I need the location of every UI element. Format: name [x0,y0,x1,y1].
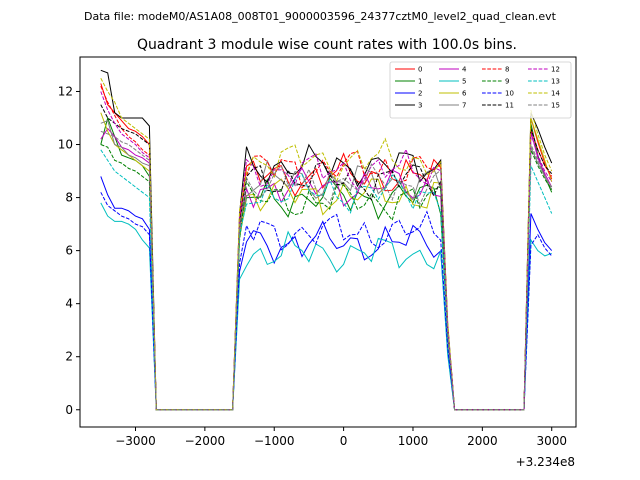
legend-label-14: 14 [551,90,560,98]
x-tick-label: 1000 [398,434,429,448]
series-line-15 [100,130,553,411]
series-line-3 [100,69,553,411]
series-line-8 [100,86,553,411]
legend-label-12: 12 [551,66,560,74]
series-line-6 [100,112,553,411]
legend-label-3: 3 [418,102,422,110]
series-line-11 [100,104,553,411]
y-tick-label: 0 [65,403,73,417]
legend-label-1: 1 [418,78,422,86]
legend-label-2: 2 [418,90,422,98]
legend-label-9: 9 [505,78,509,86]
y-tick-label: 12 [58,84,73,98]
x-tick-label: −3000 [115,434,156,448]
legend-label-13: 13 [551,78,560,86]
x-tick-label: 2000 [467,434,498,448]
legend-label-5: 5 [462,78,466,86]
legend-box [389,61,572,119]
series-line-9 [100,144,553,411]
y-tick-label: 2 [65,350,73,364]
y-tick-label: 4 [65,297,73,311]
series-line-7 [100,120,553,411]
x-tick-label: −2000 [185,434,226,448]
x-axis-offset-label: +3.234e8 [516,455,575,469]
series-layer [100,69,553,411]
series-line-10 [100,192,553,411]
y-axis: 0 2 4 6 8 10 12 [58,84,80,417]
legend-label-0: 0 [418,66,422,74]
chart-title: Quadrant 3 module wise count rates with … [137,37,517,53]
legend-label-15: 15 [551,102,560,110]
series-line-14 [100,77,553,411]
legend-label-8: 8 [505,66,509,74]
legend-label-10: 10 [505,90,514,98]
plot-frame [79,56,577,428]
x-tick-label: 3000 [536,434,567,448]
legend-label-7: 7 [462,102,466,110]
x-tick-label: 0 [340,434,348,448]
x-axis: −3000 −2000 −1000 0 1000 2000 3000 [115,427,567,448]
figure-suptitle: Data file: modeM0/AS1A08_008T01_90000035… [84,10,557,23]
y-tick-label: 6 [65,244,73,258]
series-line-1 [100,116,553,411]
x-tick-label: −1000 [254,434,295,448]
legend-label-6: 6 [462,90,467,98]
series-line-0 [100,83,553,411]
series-line-5 [100,202,552,411]
y-tick-label: 10 [58,138,73,152]
series-line-12 [100,91,553,411]
legend-label-4: 4 [462,66,467,74]
legend-label-11: 11 [505,102,514,110]
y-tick-label: 8 [65,191,73,205]
